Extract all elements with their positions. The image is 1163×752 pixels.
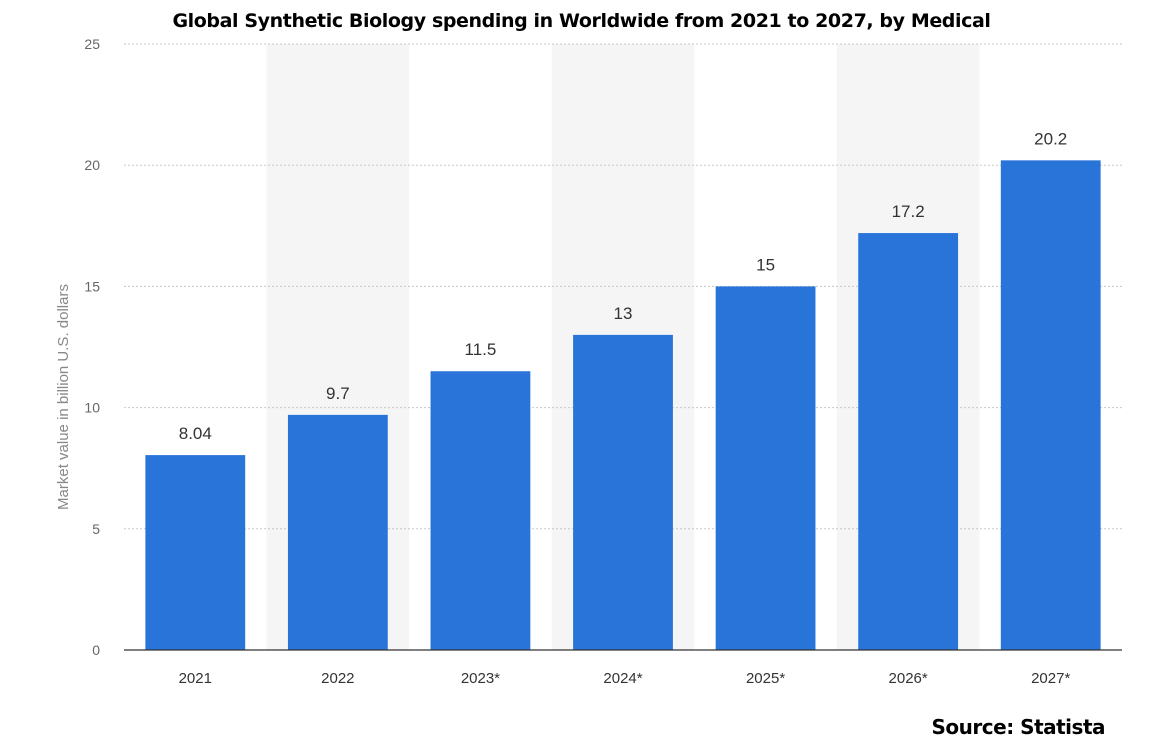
y-tick-label: 5 — [92, 521, 100, 537]
data-label: 13 — [614, 304, 633, 323]
x-tick-label: 2025* — [746, 670, 785, 687]
data-label: 20.2 — [1034, 129, 1067, 148]
data-label: 8.04 — [179, 424, 212, 443]
bar — [573, 334, 673, 650]
data-label: 17.2 — [892, 202, 925, 221]
bar — [287, 414, 388, 650]
chart-title: Global Synthetic Biology spending in Wor… — [172, 10, 991, 32]
y-axis-ticks: 0 5 10 15 20 25 — [84, 36, 100, 658]
y-tick-label: 10 — [84, 400, 100, 416]
x-tick-label: 2022 — [321, 670, 354, 687]
x-tick-label: 2027* — [1031, 670, 1070, 687]
data-label: 11.5 — [465, 340, 497, 359]
y-tick-label: 15 — [84, 278, 100, 294]
x-tick-label: 2026* — [889, 670, 928, 687]
data-label: 9.7 — [326, 384, 350, 403]
y-tick-label: 20 — [84, 157, 100, 173]
data-label: 15 — [756, 255, 775, 274]
source-label: Source: Statista — [931, 715, 1106, 739]
x-tick-label: 2024* — [603, 670, 642, 687]
bar — [715, 286, 816, 650]
y-axis-label: Market value in billion U.S. dollars — [55, 284, 72, 510]
x-tick-label: 2021 — [179, 670, 212, 687]
bar — [858, 233, 959, 650]
bar — [1000, 160, 1101, 651]
bar — [430, 371, 531, 650]
y-tick-label: 0 — [92, 642, 100, 658]
data-labels: 8.04 9.7 11.5 13 15 17.2 20.2 — [179, 129, 1068, 443]
bar — [145, 455, 246, 650]
x-axis-ticks: 2021 2022 2023* 2024* 2025* 2026* 2027* — [179, 670, 1071, 687]
x-tick-label: 2023* — [461, 670, 500, 687]
bars — [145, 160, 1101, 651]
y-tick-label: 25 — [84, 36, 100, 52]
